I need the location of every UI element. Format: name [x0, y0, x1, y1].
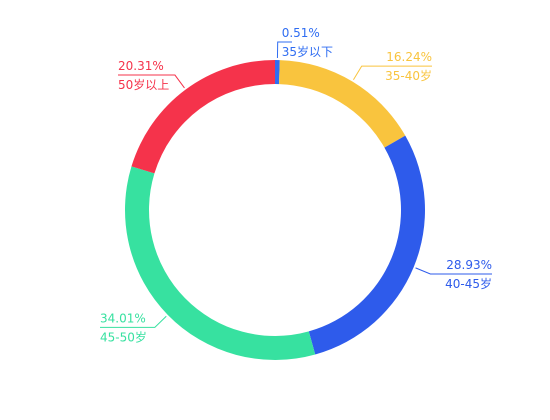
leader-line-2 — [415, 267, 492, 275]
slice-2-percent-label: 28.93% — [446, 258, 492, 272]
slice-0[interactable] — [275, 60, 280, 85]
leader-line-4 — [118, 74, 185, 89]
slice-4-percent-label: 20.31% — [118, 59, 164, 73]
slice-1-category-label: 35-40岁 — [385, 68, 432, 83]
leader-line-3 — [100, 315, 167, 328]
leader-line-1 — [353, 65, 432, 81]
slice-2[interactable] — [308, 135, 426, 355]
slice-3[interactable] — [125, 166, 316, 360]
slice-0-percent-label: 0.51% — [282, 26, 320, 40]
slice-0-category-label: 35岁以下 — [282, 44, 333, 59]
slice-3-category-label: 45-50岁 — [100, 329, 147, 344]
leader-line-0 — [276, 41, 292, 59]
slice-2-category-label: 40-45岁 — [445, 276, 492, 291]
slice-1-percent-label: 16.24% — [386, 50, 432, 64]
slice-1[interactable] — [279, 60, 406, 148]
slice-4[interactable] — [131, 60, 275, 174]
slice-4-category-label: 50岁以上 — [118, 77, 169, 92]
slice-3-percent-label: 34.01% — [100, 311, 146, 325]
